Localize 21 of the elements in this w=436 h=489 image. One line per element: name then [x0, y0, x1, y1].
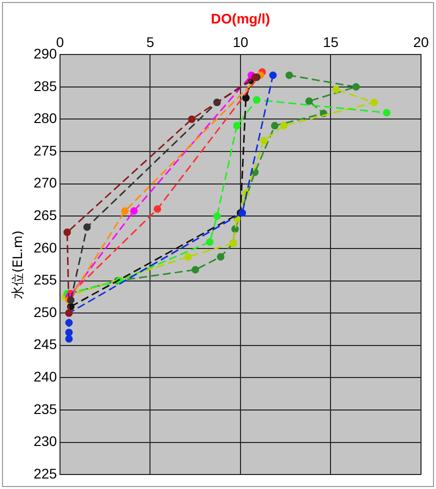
y-tick-label: 245: [34, 336, 58, 352]
y-tick-label: 235: [34, 400, 58, 417]
y-tick-label: 285: [34, 78, 58, 94]
x-axis-title: DO(mg/l): [210, 10, 270, 26]
y-tick-label: 230: [34, 433, 58, 450]
y-tick-label: 250: [34, 304, 58, 320]
y-tick-label: 275: [34, 142, 58, 158]
y-tick-label: 280: [34, 110, 58, 126]
y-tick-label: 255: [34, 272, 58, 288]
y-tick-label: 225: [34, 465, 58, 482]
y-tick-label: 240: [34, 368, 58, 385]
y-tick-label: 260: [34, 239, 58, 256]
x-tick-label: 10: [232, 34, 248, 50]
y-axis-title: 水位(EL.m): [11, 230, 26, 299]
x-tick-label: 0: [56, 34, 64, 50]
y-tick-label: 290: [34, 45, 58, 62]
x-tick-label: 20: [413, 34, 429, 50]
y-tick-label: 265: [34, 207, 58, 223]
x-tick-label: 15: [322, 34, 339, 50]
y-tick-label: 270: [34, 174, 58, 191]
x-tick-label: 5: [146, 34, 154, 50]
